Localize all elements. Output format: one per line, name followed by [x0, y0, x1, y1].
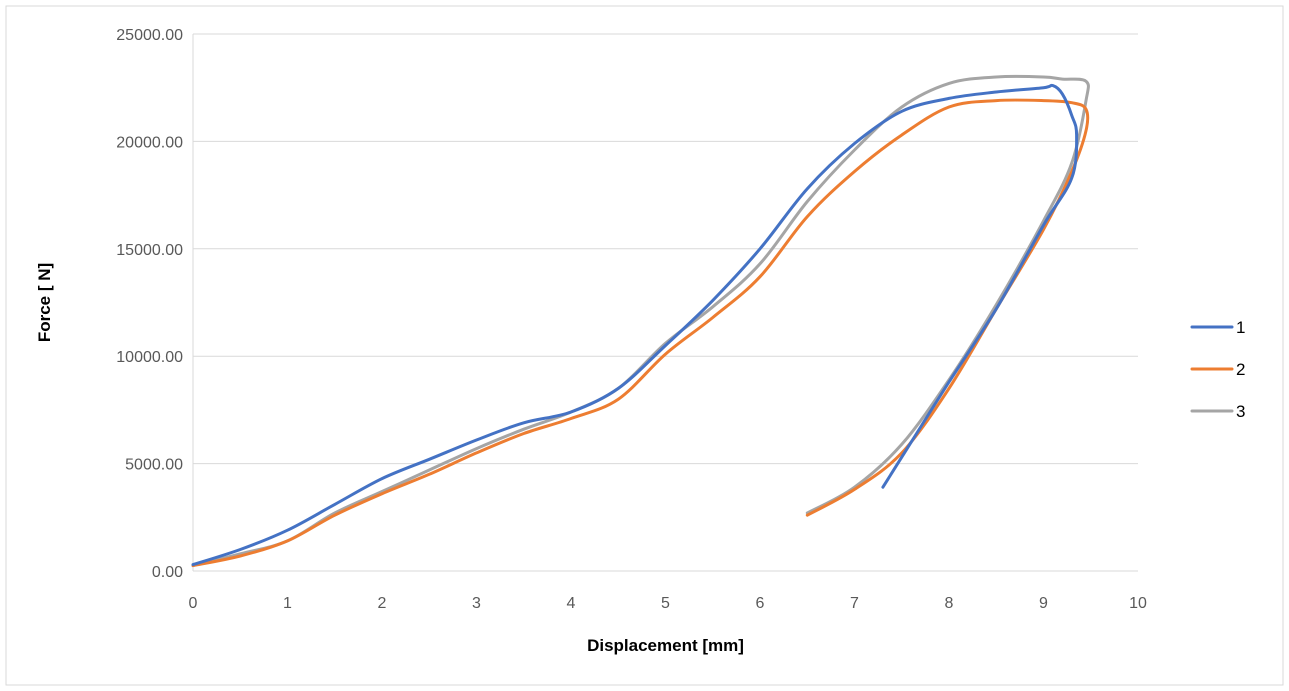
y-tick-label: 20000.00 [116, 134, 183, 151]
y-tick-label: 25000.00 [116, 27, 183, 44]
x-tick-label: 6 [756, 595, 765, 612]
series-line-3 [191, 74, 1090, 568]
x-tick-label: 5 [661, 595, 670, 612]
x-tick-label: 2 [378, 595, 387, 612]
y-tick-label: 15000.00 [116, 242, 183, 259]
x-tick-label: 4 [567, 595, 576, 612]
y-tick-label: 5000.00 [125, 457, 183, 474]
y-axis-title: Force [ N] [35, 263, 54, 342]
x-tick-label: 0 [189, 595, 198, 612]
x-axis-title: Displacement [mm] [587, 636, 744, 655]
y-tick-label: 0.00 [152, 564, 183, 581]
x-tick-label: 8 [945, 595, 954, 612]
axes [192, 34, 1138, 572]
legend-label-1: 1 [1236, 318, 1245, 337]
x-tick-label: 7 [850, 595, 859, 612]
x-tick-label: 9 [1039, 595, 1048, 612]
tick-labels: 0.00 5000.00 10000.00 15000.00 20000.00 25000… [116, 27, 1147, 612]
legend-label-2: 2 [1236, 360, 1245, 379]
series-line-1 [191, 83, 1079, 567]
x-tick-label: 3 [472, 595, 481, 612]
y-tick-label: 10000.00 [116, 349, 183, 366]
x-tick-label: 1 [283, 595, 292, 612]
chart-border [5, 5, 1284, 686]
x-tick-label: 10 [1129, 595, 1147, 612]
legend: 1 2 3 [1190, 318, 1245, 421]
gridlines [193, 33, 1138, 465]
series-lines [191, 74, 1090, 568]
legend-label-3: 3 [1236, 402, 1245, 421]
